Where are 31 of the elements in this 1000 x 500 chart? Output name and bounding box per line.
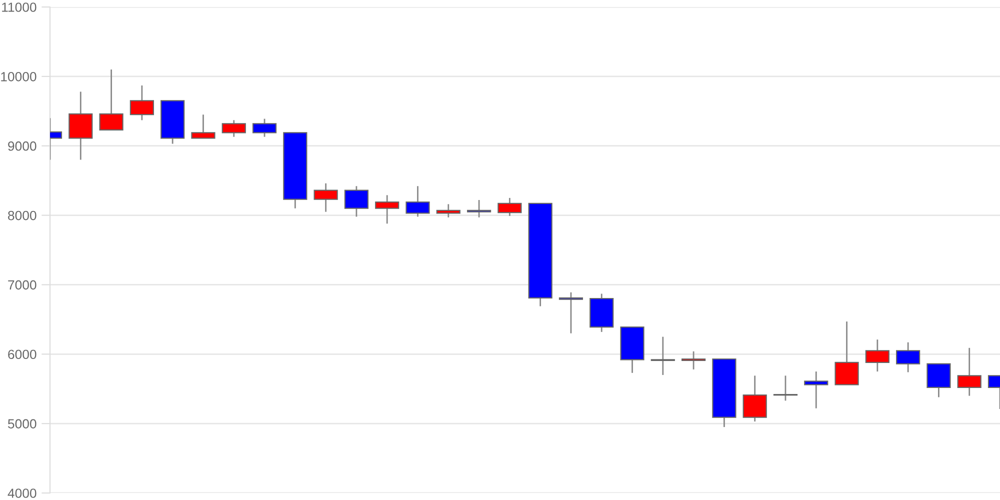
candlestick <box>896 342 920 373</box>
candlestick <box>957 347 982 396</box>
candlestick <box>406 185 430 218</box>
candlestick <box>466 199 492 218</box>
candlestick <box>926 363 951 398</box>
candlestick <box>344 185 368 218</box>
candlestick <box>682 350 706 370</box>
y-tick-label: 9000 <box>8 141 36 151</box>
candlestick <box>742 374 767 422</box>
candlestick <box>252 118 277 138</box>
candlestick <box>498 197 522 217</box>
y-tick-label: 11000 <box>2 2 36 12</box>
candlestick <box>834 320 859 386</box>
y-tick-label: 10000 <box>1 72 36 82</box>
candlestick <box>314 182 338 213</box>
candlestick <box>865 338 890 372</box>
candlestick <box>191 114 216 139</box>
y-tick-label: 8000 <box>8 210 36 220</box>
candlestick <box>773 374 798 402</box>
y-tick-label: 6000 <box>8 350 36 360</box>
y-tick-label: 4000 <box>8 488 36 498</box>
candlestick <box>375 194 400 224</box>
candlestick <box>650 336 675 376</box>
candlestick <box>99 68 124 131</box>
candlestick <box>436 203 460 218</box>
candlestick <box>558 292 584 334</box>
candlestick <box>222 119 246 138</box>
y-tick-label: 7000 <box>8 280 36 290</box>
candlestick <box>130 84 154 121</box>
y-tick-label: 5000 <box>8 419 36 428</box>
candlestick <box>804 370 828 409</box>
